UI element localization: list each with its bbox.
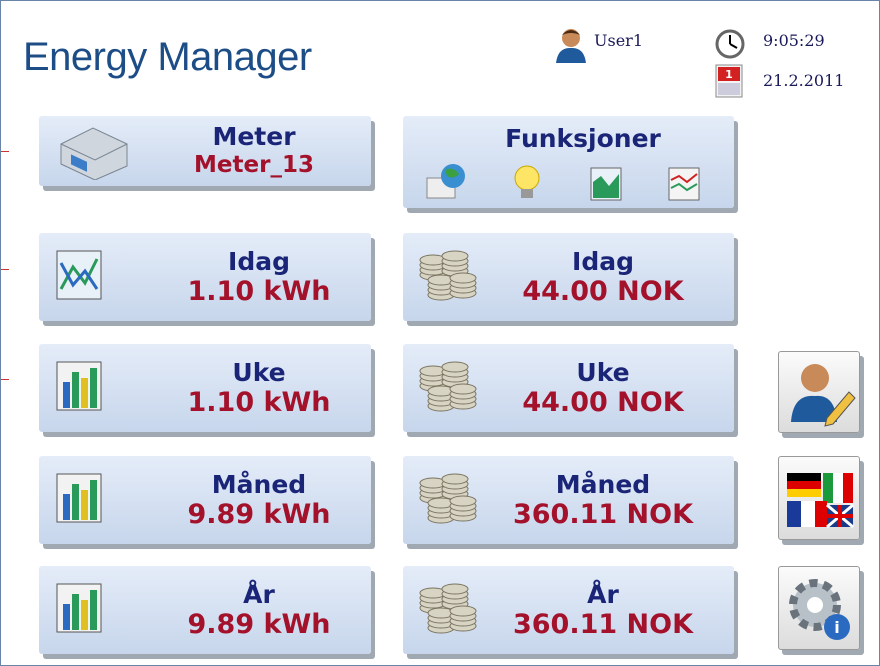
cost-value: 44.00 NOK [483,388,723,418]
energy-label: Idag [149,247,369,277]
cost-value: 44.00 NOK [483,277,723,307]
functions-label: Funksjoner [443,124,723,154]
cost-label: År [483,580,723,610]
edge-mark [1,269,9,270]
edge-mark [1,151,9,152]
energy-icon [55,472,103,528]
user-edit-icon [779,352,859,432]
meter-label: Meter [149,122,359,152]
energy-value: 1.10 kWh [149,388,369,418]
user-edit-button[interactable] [778,351,860,433]
meter-value: Meter_13 [149,150,359,180]
cost-icon [415,247,477,313]
energy-icon [55,582,103,638]
functions-button[interactable]: Funksjoner [403,116,734,208]
energy-label: År [149,580,369,610]
meter-icon [53,124,133,180]
coins-icon [415,247,477,309]
energy-value: 9.89 kWh [149,500,369,530]
cost-icon [415,470,477,536]
user-icon [554,27,588,63]
coins-icon [415,470,477,532]
user-name: User1 [594,31,643,50]
energy-icon [55,360,103,416]
app-title: Energy Manager [23,35,312,80]
energy-value: 9.89 kWh [149,610,369,640]
chart-icon [55,472,103,524]
chart-icon [55,582,103,634]
flags-icon [779,457,859,539]
functions-icons [425,160,725,204]
energy-icon [55,249,103,305]
cost-value: 360.11 NOK [483,500,723,530]
cost-label: Idag [483,247,723,277]
svg-text:1: 1 [725,68,733,81]
meter-button[interactable]: Meter Meter_13 [39,116,371,186]
coins-icon [415,358,477,420]
cost-icon [415,580,477,646]
edge-mark [1,379,9,380]
energy-label: Måned [149,470,369,500]
cost-value: 360.11 NOK [483,610,723,640]
coins-icon [415,580,477,642]
energy-label: Uke [149,358,369,388]
cost-label: Måned [483,470,723,500]
svg-text:i: i [834,618,839,637]
screen: Energy Manager User1 9:05:29 1 21.2.2011… [0,0,880,666]
energy-value: 1.10 kWh [149,277,369,307]
language-button[interactable] [778,456,860,540]
date: 21.2.2011 [763,71,844,90]
clock-time: 9:05:29 [763,31,825,50]
calendar-icon: 1 [715,63,743,99]
cost-label: Uke [483,358,723,388]
clock-icon [715,29,745,59]
cost-icon [415,358,477,424]
chart-icon [55,249,103,301]
chart-icon [55,360,103,412]
settings-button[interactable]: i [778,566,860,650]
settings-icon: i [779,567,859,649]
